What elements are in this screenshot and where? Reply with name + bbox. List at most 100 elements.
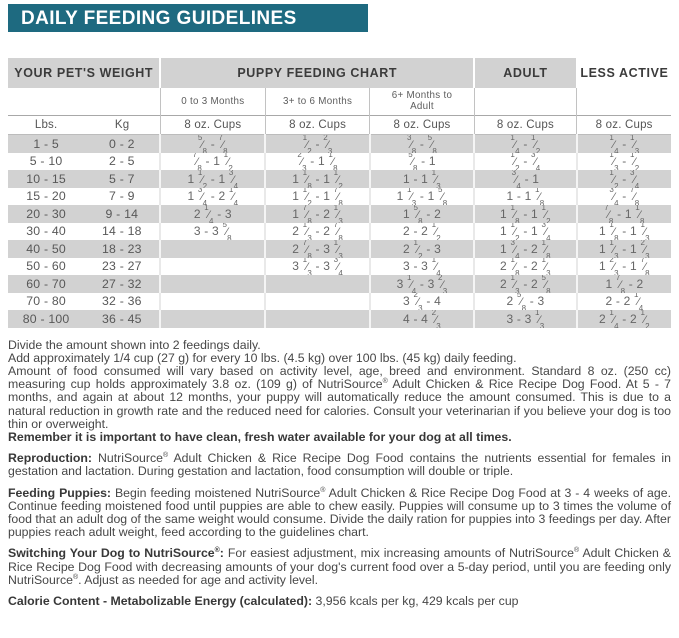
weight-kg-cell: 27 - 32 [102,276,142,291]
weight-kg-cell: 18 - 23 [102,241,142,256]
weight-lbs-cell: 20 - 30 [26,206,66,221]
puppy-3-6-cups-cell: 2⁄3 - 1 1⁄8 [264,152,370,170]
adult-cups-cell: 2 1⁄3 - 2 5⁄8 [473,275,577,293]
weight-lbs-cell: 15 - 20 [26,189,66,204]
page-title: DAILY FEEDING GUIDELINES [8,4,368,32]
age-header-spacer [8,88,160,116]
puppy-0-3-cups-cell: 2 1⁄4 - 3 [159,205,266,223]
switching-text: For easiest adjustment, mix increasing a… [8,546,671,587]
puppy-3-6-cups-cell: 1 7⁄8 - 2 1⁄3 [264,205,370,223]
weight-kg-cell: 36 - 45 [102,311,142,326]
weight-kg-cell: 23 - 27 [102,259,142,274]
puppy-6-adult-cups-cell: 2 - 2 1⁄2 [368,222,475,240]
switching-lead: Switching Your Dog to NutriSource®: [8,546,224,561]
weight-kg-cell: 32 - 36 [102,294,142,309]
reproduction-text: NutriSource® Adult Chicken & Rice Recipe… [8,451,672,479]
less-active-cups-cell: 2 - 2 1⁄4 [575,292,671,310]
adult-cups-cell: 1 1⁄2 - 1 3⁄4 [473,222,577,240]
weight-kg-cell: 7 - 9 [109,189,135,204]
puppy-6-adult-cups-cell: 1 1⁄3 - 1 5⁄8 [368,187,475,205]
adult-cups-cell: 2 1⁄8 - 2 1⁄3 [473,257,577,275]
header-age-6-adult: 6+ Months to Adult [369,88,475,116]
feeding-table: YOUR PET'S WEIGHT PUPPY FEEDING CHART AD… [8,58,671,328]
table-row: 50 - 60 23 - 27 3 1⁄3 - 3 3⁄4 3 - 3 1⁄4 2 1⁄… [8,257,671,275]
less-active-cups-cell: 1⁄2 - 3⁄4 [575,170,671,188]
less-active-cups-cell: 1⁄3 - 1⁄2 [575,152,671,170]
header-age-3-6: 3+ to 6 Months [264,88,370,116]
table-row: 30 - 40 14 - 18 3 - 3 5⁄8 2 1⁄3 - 2 7⁄8 2 - … [8,222,671,240]
notes: Divide the amount shown into 2 feedings … [8,337,672,609]
adult-cups-cell: 1 - 1 1⁄8 [473,187,577,205]
puppy-3-6-cups-cell: 1⁄2 - 2⁄3 [264,134,370,153]
less-active-cups-cell: 1 1⁄3 - 1 2⁄3 [575,240,671,258]
table-row: 60 - 70 27 - 32 3 1⁄4 - 3 2⁄3 2 1⁄3 - 2 5⁄8… [8,275,671,293]
feeding-puppies-text: Begin feeding moistened NutriSource® Adu… [8,485,671,540]
less-active-cups-cell: 1⁄4 - 1⁄3 [575,134,671,153]
age-header-row: 0 to 3 Months 3+ to 6 Months 6+ Months t… [8,88,671,116]
adult-cups-cell: 1 3⁄4 - 2 1⁄8 [473,240,577,258]
adult-cups-cell: 1⁄2 - 3⁄4 [473,152,577,170]
puppy-0-3-cups-cell [159,275,266,293]
header-age-0-3: 0 to 3 Months [159,88,266,116]
note-divide: Divide the amount shown into 2 feedings … [8,337,261,352]
less-active-cups-cell: 1 1⁄8 - 1 1⁄3 [575,222,671,240]
adult-cups-cell: 1⁄4 - 1⁄2 [473,134,577,153]
feeding-notes-paragraph: Divide the amount shown into 2 feedings … [8,337,671,445]
feeding-puppies-lead: Feeding Puppies: [8,485,112,500]
weight-lbs-cell: 40 - 50 [26,241,66,256]
note-amount: Amount of food consumed will vary based … [8,363,671,431]
less-active-cups-cell: 3⁄4 - 7⁄8 [575,187,671,205]
puppy-3-6-cups-cell [264,292,370,310]
puppy-3-6-cups-cell [264,275,370,293]
puppy-0-3-cups-cell: 5⁄8 - 7⁄8 [159,134,266,153]
note-add: Add approximately 1/4 cup (27 g) for eve… [8,350,517,365]
unit-header-row: Lbs. Kg 8 oz. Cups 8 oz. Cups 8 oz. Cups… [8,115,671,135]
age-header-less-empty [576,88,671,116]
puppy-3-6-cups-cell: 3 1⁄3 - 3 3⁄4 [264,257,370,275]
header-your-pets-weight: YOUR PET'S WEIGHT [8,58,161,88]
puppy-3-6-cups-cell: 1 1⁄8 - 1 1⁄2 [264,170,370,188]
puppy-0-3-cups-cell [159,310,266,328]
header-cups-puppy-3-6: 8 oz. Cups [264,115,370,135]
puppy-3-6-cups-cell [264,310,370,328]
note-water-bold: Remember it is important to have clean, … [8,429,512,444]
header-puppy-feeding-chart: PUPPY FEEDING CHART [159,58,475,88]
age-header-adult-empty [473,88,577,116]
reproduction-lead: Reproduction: [8,451,93,466]
less-active-cups-cell: 7⁄8 - 1 1⁄8 [575,205,671,223]
calorie-text: 3,956 kcals per kg, 429 kcals per cup [315,593,519,608]
less-active-cups-cell: 1 7⁄8 - 2 [575,275,671,293]
less-active-cups-cell: 1 2⁄3 - 1 7⁄8 [575,257,671,275]
calorie-lead: Calorie Content - Metabolizable Energy (… [8,593,313,608]
weight-lbs-cell: 10 - 15 [26,171,66,186]
puppy-6-adult-cups-cell: 3 - 3 1⁄4 [368,257,475,275]
switching-paragraph: Switching Your Dog to NutriSource®: For … [8,547,671,587]
puppy-3-6-cups-cell: 2 1⁄3 - 2 7⁄8 [264,222,370,240]
table-row: 10 - 15 5 - 7 1 1⁄2 - 1 3⁄4 1 1⁄8 - 1 1⁄2 1 … [8,170,671,188]
table-row: 80 - 100 36 - 45 4 - 4 2⁄3 3 - 3 1⁄3 2 1⁄4 -… [8,310,671,328]
puppy-6-adult-cups-cell: 3⁄8 - 5⁄8 [368,134,475,153]
puppy-3-6-cups-cell: 2 7⁄8 - 3 1⁄3 [264,240,370,258]
adult-cups-cell: 3⁄4 - 1 [473,170,577,188]
header-cups-less-active: 8 oz. Cups [576,115,671,135]
less-active-cups-cell: 2 1⁄4 - 2 1⁄2 [575,310,671,328]
puppy-6-adult-cups-cell: 5⁄8 - 1 [368,152,475,170]
weight-lbs-cell: 80 - 100 [22,311,70,326]
puppy-0-3-cups-cell [159,257,266,275]
puppy-0-3-cups-cell: 3 - 3 5⁄8 [159,222,266,240]
feeding-puppies-paragraph: Feeding Puppies: Begin feeding moistened… [8,485,671,540]
weight-lbs-cell: 70 - 80 [26,294,66,309]
puppy-6-adult-cups-cell: 3 1⁄4 - 3 2⁄3 [368,275,475,293]
weight-kg-cell: 9 - 14 [105,206,139,221]
puppy-0-3-cups-cell [159,240,266,258]
puppy-0-3-cups-cell: 7⁄8 - 1 1⁄2 [159,152,266,170]
puppy-3-6-cups-cell: 1 1⁄2 - 1 7⁄8 [264,187,370,205]
header-lbs: Lbs. [8,115,85,135]
puppy-6-adult-cups-cell: 2 1⁄2 - 3 [368,240,475,258]
header-less-active: LESS ACTIVE [575,58,671,88]
